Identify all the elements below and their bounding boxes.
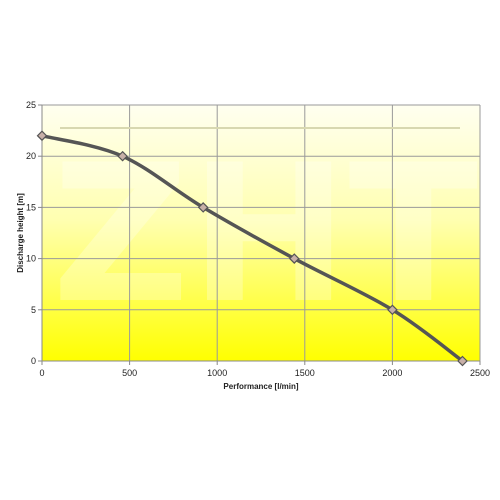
data-markers [36, 130, 468, 367]
x-tick-label: 500 [122, 368, 137, 378]
data-point [387, 304, 398, 316]
data-point [117, 150, 128, 162]
x-tick-labels: 0 500 1000 1500 2000 2500 [39, 368, 490, 378]
series-line [40, 133, 465, 363]
y-tick-label: 10 [26, 254, 36, 264]
x-tick-label: 2500 [470, 368, 490, 378]
y-tick-label: 20 [26, 151, 36, 161]
y-tick-label: 15 [26, 202, 36, 212]
y-axis-title: Discharge height [m] [16, 193, 25, 273]
x-tick-label: 0 [39, 368, 44, 378]
y-tick-label: 25 [26, 100, 36, 110]
x-tick-label: 2000 [382, 368, 402, 378]
x-tick-label: 1000 [207, 368, 227, 378]
data-point [36, 130, 48, 142]
grid-lines [38, 104, 481, 365]
x-axis-title: Performance [l/min] [223, 382, 298, 391]
y-tick-label: 5 [31, 305, 36, 315]
x-tick-label: 1500 [295, 368, 315, 378]
data-point [197, 202, 209, 213]
data-point [457, 355, 468, 367]
y-tick-labels: 0 5 10 15 20 25 [26, 100, 36, 366]
watermark: ZHT [52, 124, 478, 345]
data-point [288, 253, 300, 264]
y-tick-label: 0 [31, 356, 36, 366]
axes [41, 105, 480, 362]
